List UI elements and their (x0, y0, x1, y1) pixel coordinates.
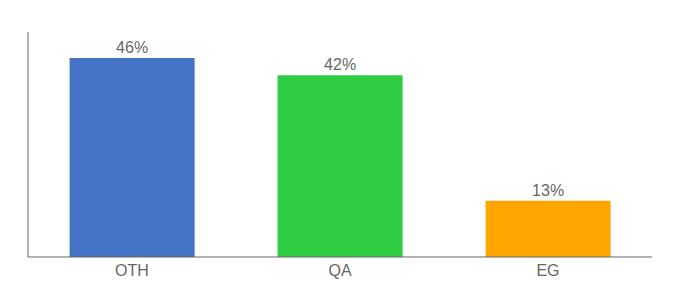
svg-text:46%: 46% (116, 39, 148, 56)
svg-text:OTH: OTH (115, 262, 149, 279)
svg-text:EG: EG (536, 262, 559, 279)
svg-text:13%: 13% (532, 182, 564, 199)
svg-text:QA: QA (328, 262, 351, 279)
svg-text:42%: 42% (324, 56, 356, 73)
